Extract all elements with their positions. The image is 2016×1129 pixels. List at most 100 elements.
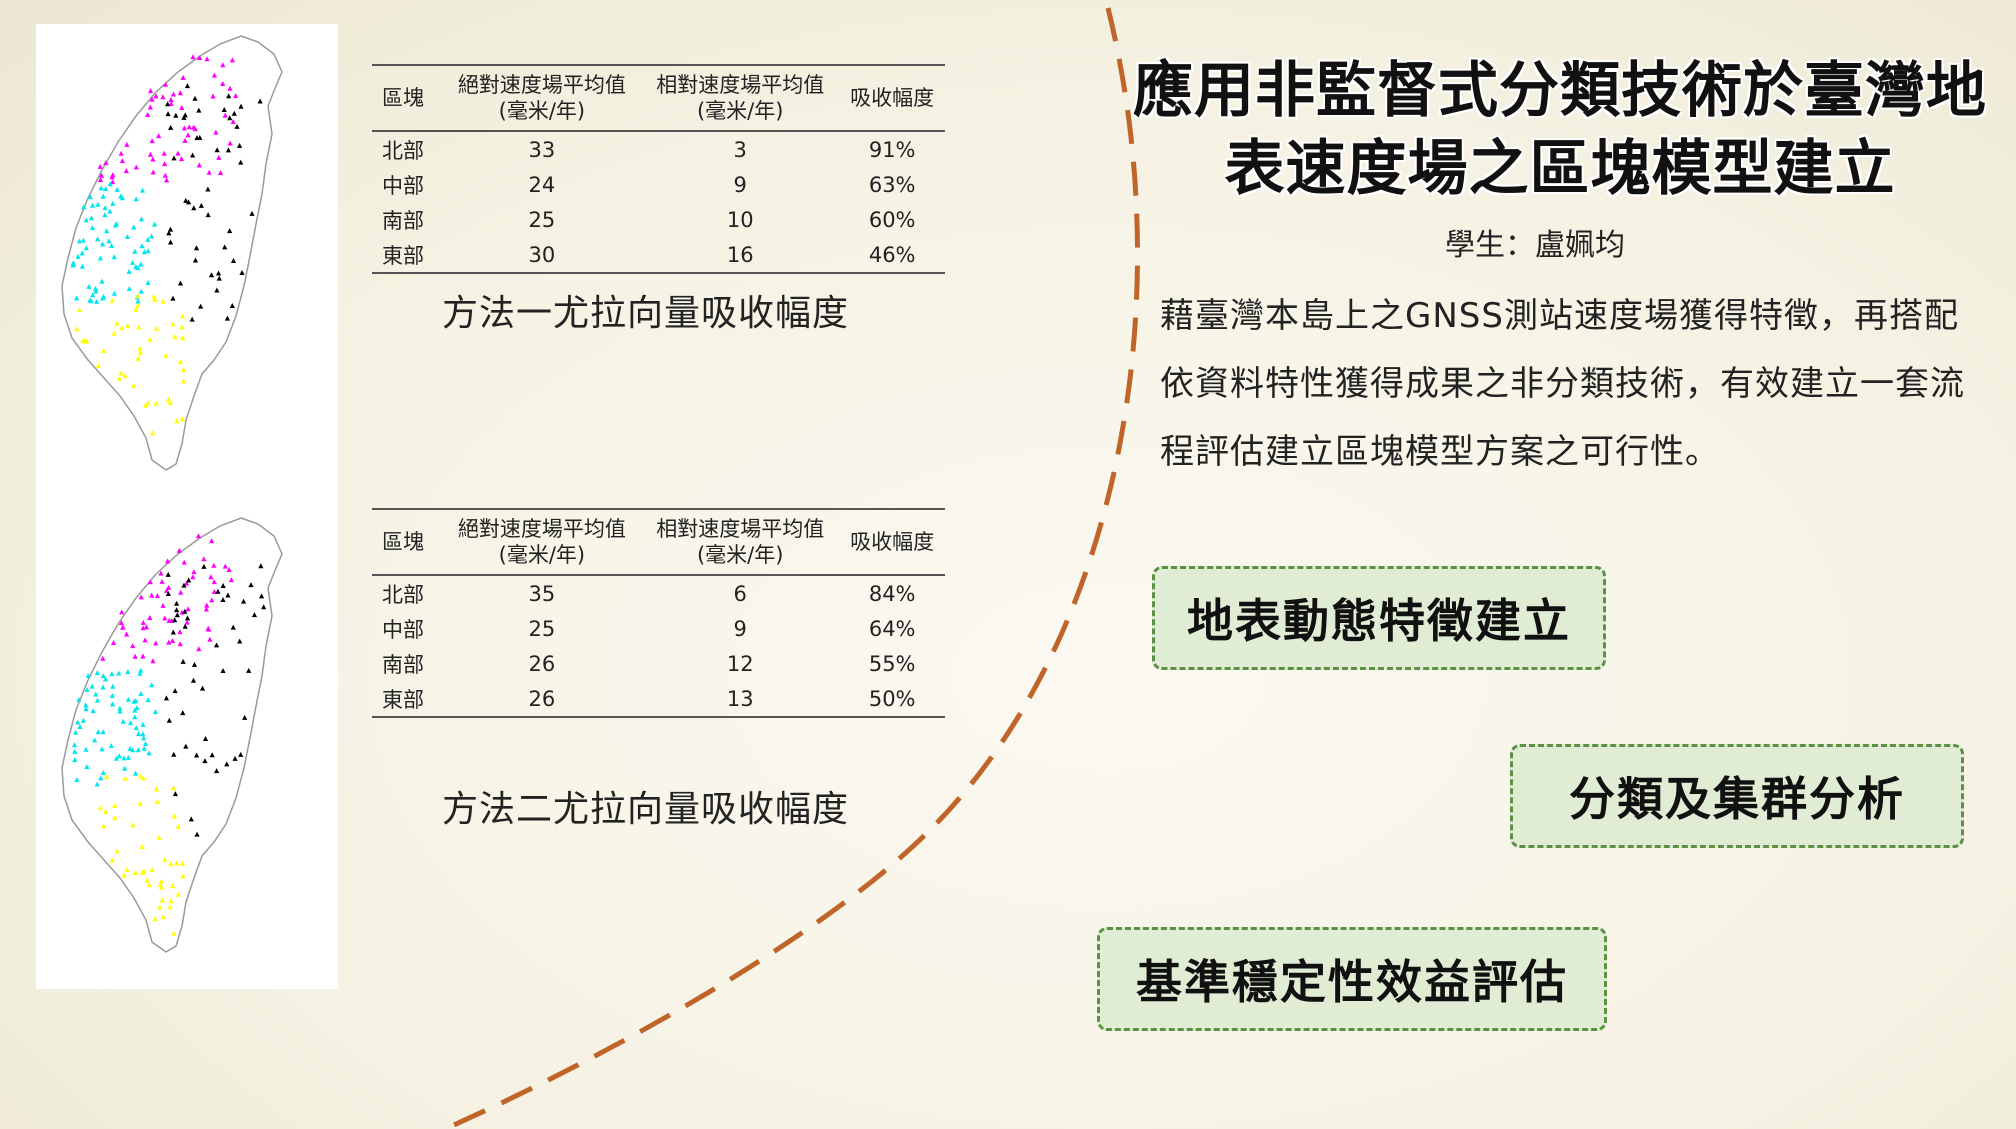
station-marker bbox=[232, 755, 238, 761]
station-marker bbox=[214, 287, 220, 293]
station-marker bbox=[75, 719, 81, 725]
station-marker bbox=[139, 844, 145, 850]
station-marker bbox=[246, 667, 252, 673]
station-marker bbox=[166, 717, 172, 723]
station-marker bbox=[180, 873, 186, 879]
station-marker bbox=[224, 315, 230, 321]
station-marker bbox=[142, 402, 149, 408]
station-marker bbox=[179, 860, 186, 866]
station-marker bbox=[238, 751, 244, 757]
station-marker bbox=[237, 638, 243, 644]
station-marker bbox=[152, 708, 159, 714]
station-marker bbox=[88, 215, 95, 221]
station-marker bbox=[179, 104, 185, 110]
station-marker bbox=[182, 623, 188, 629]
station-marker bbox=[191, 569, 197, 575]
station-marker bbox=[118, 150, 124, 156]
station-marker bbox=[226, 567, 232, 573]
station-marker bbox=[192, 257, 199, 263]
station-marker bbox=[220, 583, 226, 589]
station-marker bbox=[257, 98, 263, 104]
station-marker bbox=[79, 250, 85, 256]
station-marker bbox=[193, 752, 200, 758]
station-marker bbox=[185, 199, 192, 205]
station-marker bbox=[179, 313, 186, 319]
station-marker bbox=[133, 196, 139, 202]
station-marker bbox=[175, 891, 182, 897]
station-marker bbox=[94, 669, 100, 675]
header-absolute-unit: (毫米/年) bbox=[498, 543, 586, 567]
station-marker bbox=[214, 147, 220, 153]
cell-relative: 6 bbox=[733, 581, 747, 606]
table-header-row: 區塊 絕對速度場平均值 (毫米/年) 相對速度場平均值 (毫米/年) 吸收幅度 bbox=[372, 509, 945, 575]
station-marker bbox=[109, 671, 115, 677]
station-marker bbox=[220, 597, 226, 603]
station-marker bbox=[137, 773, 144, 779]
station-marker bbox=[149, 592, 155, 598]
station-marker bbox=[145, 112, 151, 118]
station-marker bbox=[145, 697, 151, 703]
station-marker bbox=[77, 724, 83, 730]
station-marker bbox=[220, 667, 226, 673]
station-marker bbox=[242, 714, 248, 720]
station-marker bbox=[230, 258, 237, 264]
station-marker bbox=[149, 138, 155, 144]
station-marker bbox=[191, 205, 197, 211]
taiwan-map-1 bbox=[61, 35, 283, 471]
station-marker bbox=[140, 619, 146, 625]
station-marker bbox=[258, 563, 264, 569]
station-marker bbox=[137, 349, 143, 355]
station-marker bbox=[80, 717, 86, 723]
station-marker bbox=[97, 805, 104, 811]
station-marker bbox=[170, 91, 177, 97]
station-marker bbox=[135, 265, 141, 271]
station-marker bbox=[184, 83, 191, 89]
station-marker bbox=[148, 233, 155, 239]
cell-relative: 12 bbox=[726, 651, 754, 676]
header-relative: 相對速度場平均值 (毫米/年) bbox=[641, 65, 839, 131]
station-marker bbox=[147, 151, 154, 157]
station-marker bbox=[123, 168, 129, 174]
station-marker bbox=[121, 755, 127, 761]
station-marker bbox=[213, 642, 220, 648]
cell-absolute: 26 bbox=[528, 686, 556, 711]
station-marker bbox=[160, 602, 166, 608]
station-marker bbox=[118, 370, 124, 376]
station-marker bbox=[165, 571, 171, 577]
station-marker bbox=[194, 831, 200, 837]
station-marker bbox=[104, 228, 110, 234]
station-marker bbox=[209, 597, 215, 603]
station-marker bbox=[117, 708, 123, 714]
station-marker bbox=[142, 740, 149, 746]
station-marker bbox=[183, 197, 189, 203]
station-marker bbox=[165, 101, 171, 107]
station-marker bbox=[167, 399, 173, 405]
station-marker bbox=[175, 150, 181, 156]
station-marker bbox=[152, 296, 158, 302]
station-marker bbox=[126, 285, 132, 291]
table-header-row: 區塊 絕對速度場平均值 (毫米/年) 相對速度場平均值 (毫米/年) 吸收幅度 bbox=[372, 65, 945, 131]
station-marker bbox=[188, 816, 194, 822]
station-marker bbox=[97, 255, 104, 261]
station-marker bbox=[171, 155, 177, 161]
cell-relative: 9 bbox=[733, 616, 747, 641]
station-marker bbox=[100, 729, 106, 735]
page-title: 應用非監督式分類技術於臺灣地表速度場之區塊模型建立 bbox=[1133, 56, 1987, 204]
station-marker bbox=[195, 533, 202, 539]
station-marker bbox=[205, 625, 211, 631]
station-marker bbox=[181, 366, 187, 372]
station-marker bbox=[198, 202, 204, 208]
station-marker bbox=[110, 179, 116, 185]
station-marker bbox=[179, 416, 185, 422]
station-marker bbox=[149, 682, 155, 688]
station-marker bbox=[109, 701, 116, 707]
station-marker bbox=[175, 823, 181, 829]
cell-absolute: 30 bbox=[528, 242, 556, 267]
station-marker bbox=[190, 574, 196, 580]
station-marker bbox=[207, 636, 213, 642]
station-marker bbox=[174, 607, 180, 613]
station-marker bbox=[150, 658, 156, 664]
station-marker bbox=[182, 137, 188, 143]
station-marker bbox=[70, 260, 76, 266]
taiwan-cluster-map-method-1 bbox=[36, 24, 338, 504]
